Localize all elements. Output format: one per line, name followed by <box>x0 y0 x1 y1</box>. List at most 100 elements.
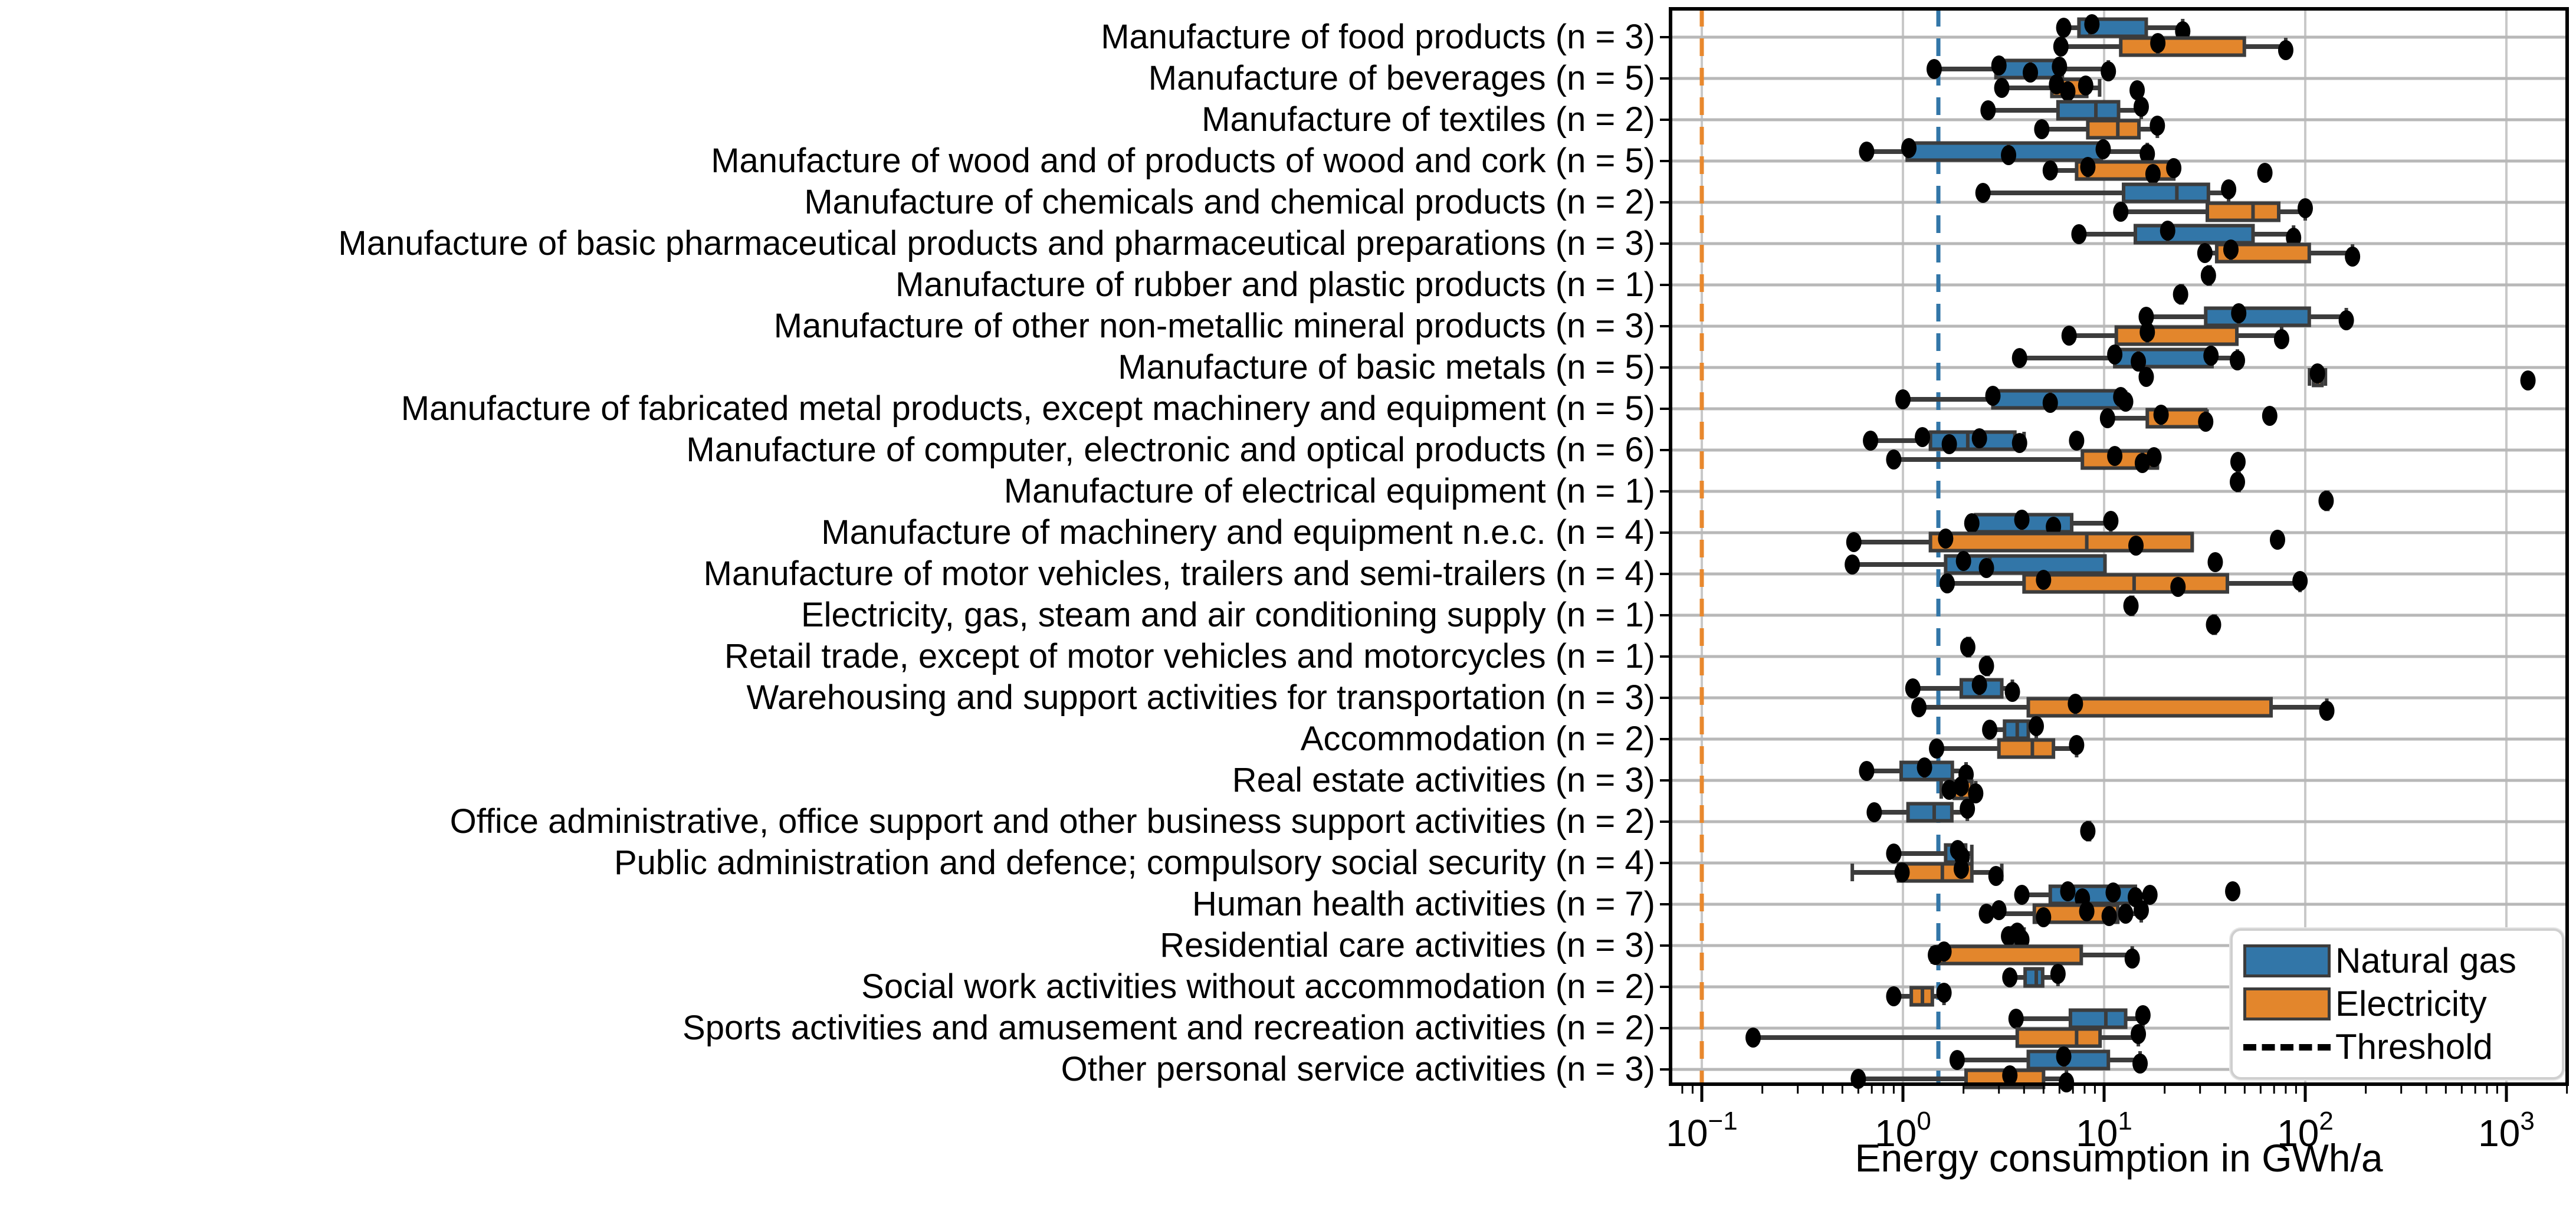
category-label: Manufacture of basic pharmaceutical prod… <box>338 224 1655 262</box>
data-point-dot <box>1978 904 1994 924</box>
category-label: Real estate activities (n = 3) <box>1232 761 1655 799</box>
data-point-dot <box>2068 694 2083 714</box>
category-label: Other personal service activities (n = 3… <box>1061 1050 1655 1088</box>
data-point-dot <box>2014 885 2030 905</box>
data-point-dot <box>2138 367 2154 387</box>
data-point-dot <box>2101 61 2116 81</box>
data-point-dot <box>2107 344 2123 365</box>
category-label: Manufacture of beverages (n = 5) <box>1148 59 1655 97</box>
data-point-dot <box>2099 408 2115 428</box>
data-point-dot <box>1975 183 1991 203</box>
data-point-dot <box>1901 138 1917 158</box>
data-point-dot <box>2207 552 2223 572</box>
data-point-dot <box>2133 900 2149 920</box>
data-point-dot <box>2150 116 2165 136</box>
data-point-dot <box>1905 678 1921 698</box>
category-label: Sports activities and amusement and recr… <box>682 1009 1655 1047</box>
data-point-dot <box>2319 701 2335 721</box>
data-point-dot <box>2069 431 2085 451</box>
natural-gas-box <box>1906 802 1954 823</box>
data-point-dot <box>1859 761 1875 781</box>
electricity-box <box>2026 697 2273 718</box>
data-point-dot <box>2230 452 2246 472</box>
data-point-dot <box>2345 247 2361 267</box>
legend-item-threshold: Threshold <box>2243 1026 2551 1068</box>
data-point-dot <box>2153 405 2169 425</box>
data-point-dot <box>2118 904 2134 924</box>
electricity-box <box>2022 573 2229 594</box>
data-point-dot <box>2042 160 2058 180</box>
plot-border <box>1669 7 2569 1086</box>
natural-gas-box <box>2122 182 2210 204</box>
data-point-dot <box>1895 389 1911 409</box>
legend-item-natural-gas: Natural gas <box>2243 940 2551 982</box>
category-label: Manufacture of textiles (n = 2) <box>1202 100 1655 139</box>
category-label: Manufacture of machinery and equipment n… <box>821 513 1655 552</box>
data-point-dot <box>1845 554 1860 575</box>
data-point-dot <box>2107 446 2123 466</box>
data-point-dot <box>1929 739 1945 759</box>
data-point-dot <box>2273 329 2289 349</box>
data-point-dot <box>1936 941 1952 961</box>
threshold-dash-icon <box>2243 1043 2331 1051</box>
data-point-dot <box>2318 491 2334 511</box>
x-tick-label: 100 <box>1875 1107 1931 1154</box>
data-point-dot <box>2230 350 2246 370</box>
data-point-dot <box>2203 346 2219 366</box>
data-point-dot <box>1886 844 1902 864</box>
data-point-dot <box>2131 352 2147 372</box>
data-point-dot <box>2069 735 2085 755</box>
data-point-dot <box>2230 472 2246 492</box>
data-point-dot <box>1955 551 1971 571</box>
data-point-dot <box>1894 862 1910 882</box>
data-point-dot <box>2139 144 2155 164</box>
data-point-dot <box>1980 100 1996 120</box>
data-point-dot <box>2139 322 2155 342</box>
data-point-dot <box>2105 882 2121 902</box>
data-point-dot <box>2166 158 2182 178</box>
legend-label: Natural gas <box>2335 941 2516 980</box>
data-point-dot <box>1953 859 1969 879</box>
legend: Natural gas Electricity Threshold <box>2230 928 2564 1079</box>
data-point-dot <box>1985 386 2001 406</box>
data-point-dot <box>2338 310 2354 330</box>
data-point-dot <box>2132 1054 2148 1074</box>
data-point-dot <box>2262 406 2278 426</box>
data-point-dot <box>1988 866 2004 886</box>
data-point-dot <box>2029 716 2045 736</box>
data-point-dot <box>2011 348 2027 368</box>
electricity-box <box>2114 325 2239 346</box>
category-label: Public administration and defence; compu… <box>614 844 1655 882</box>
data-point-dot <box>2080 821 2096 841</box>
data-point-dot <box>2001 145 2017 165</box>
data-point-dot <box>1941 780 1957 800</box>
data-point-dot <box>2197 243 2213 263</box>
data-point-dot <box>2078 76 2093 96</box>
data-point-dot <box>1866 802 1882 822</box>
data-point-dot <box>1960 799 1976 819</box>
electricity-box <box>1928 531 2194 553</box>
data-point-dot <box>1911 697 1927 717</box>
data-point-dot <box>2023 63 2039 83</box>
data-point-dot <box>2036 907 2052 927</box>
data-point-dot <box>2118 392 2134 412</box>
category-label: Manufacture of food products (n = 3) <box>1101 18 1655 56</box>
category-label: Manufacture of electrical equipment (n =… <box>1004 472 1655 510</box>
data-point-dot <box>2170 577 2186 597</box>
legend-item-electricity: Electricity <box>2243 983 2551 1025</box>
data-point-dot <box>1745 1028 1761 1048</box>
data-point-dot <box>1991 900 2007 920</box>
data-point-dot <box>1960 637 1976 657</box>
natural-gas-box <box>2056 100 2121 121</box>
category-label: Manufacture of motor vehicles, trailers … <box>704 554 1655 593</box>
category-label: Manufacture of chemicals and chemical pr… <box>804 183 1655 221</box>
natural-gas-box <box>2023 967 2045 988</box>
data-point-dot <box>2113 202 2129 222</box>
data-point-dot <box>1949 1050 1965 1070</box>
data-point-dot <box>2257 163 2273 183</box>
data-point-dot <box>2269 530 2285 550</box>
data-point-dot <box>2101 906 2117 926</box>
data-point-dot <box>2309 363 2325 383</box>
data-point-dot <box>2124 949 2140 969</box>
data-point-dot <box>1863 431 1879 451</box>
